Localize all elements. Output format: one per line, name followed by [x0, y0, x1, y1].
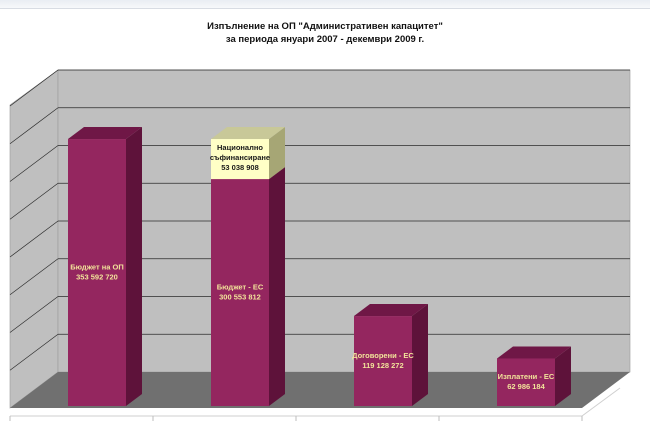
- stack-data-label: 53 038 908: [221, 163, 259, 172]
- chart-title: Изпълнение на ОП "Административен капаци…: [207, 21, 443, 32]
- stack-1-front: [211, 139, 269, 180]
- bar-0-front: [68, 139, 126, 407]
- gridline-side: [9, 258, 59, 296]
- bar-3-side: [555, 346, 571, 406]
- bar-data-label: Изплатени - ЕС: [498, 372, 555, 381]
- bar-data-label: Договорени - ЕС: [352, 351, 414, 360]
- stack-1-side: [269, 127, 285, 180]
- bar-data-label: Бюджет - ЕС: [217, 283, 264, 292]
- x-axis-depth-line: [581, 387, 621, 417]
- stack-1-top: [211, 127, 285, 140]
- bar-0-top: [68, 127, 142, 140]
- bar-2-front: [354, 316, 412, 406]
- gridline-side: [9, 182, 59, 220]
- stack-data-label: Национално: [217, 143, 263, 152]
- bar-1-front: [211, 179, 269, 406]
- bar-data-label: 62 986 184: [507, 382, 545, 391]
- gridline-side: [9, 220, 59, 258]
- chart-floor: [10, 372, 630, 408]
- gridline-side: [9, 333, 59, 371]
- bar-data-label: 300 553 812: [219, 293, 261, 302]
- gridline-side: [9, 107, 59, 145]
- bar-0-side: [126, 127, 142, 406]
- window-top-bar: [0, 0, 650, 9]
- chart-subtitle: за периода януари 2007 - декември 2009 г…: [225, 34, 425, 45]
- bar-2-top: [354, 304, 428, 317]
- chart-title-block: Изпълнение на ОП "Административен капаци…: [0, 20, 650, 46]
- bar-2-side: [412, 304, 428, 406]
- bar-data-label: Бюджет на ОП: [70, 263, 124, 272]
- bar-data-label: 119 128 272: [362, 361, 403, 370]
- stack-data-label: съфинансиране: [210, 153, 270, 162]
- gridline-side: [9, 69, 59, 107]
- bar-3-front: [497, 358, 555, 406]
- bar-3-top: [497, 346, 571, 359]
- bar-data-label: 353 592 720: [76, 273, 118, 282]
- bar-1-side: [269, 167, 285, 406]
- gridline-side: [9, 296, 59, 333]
- gridline-side: [9, 145, 59, 182]
